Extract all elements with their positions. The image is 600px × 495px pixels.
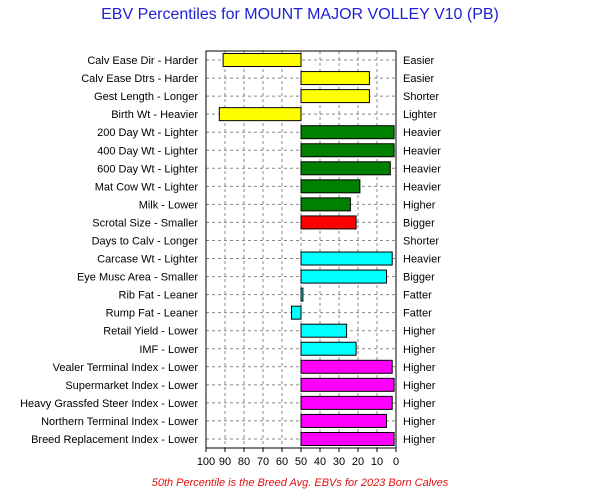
x-tick-label: 70	[257, 456, 269, 468]
category-label: Milk - Lower	[139, 199, 199, 211]
direction-label: Higher	[403, 362, 436, 374]
category-label: 600 Day Wt - Lighter	[97, 163, 198, 175]
chart-title: EBV Percentiles for MOUNT MAJOR VOLLEY V…	[101, 6, 499, 23]
bar-gest-length-longer	[300, 89, 370, 104]
bar-imf-lower	[300, 341, 357, 356]
bar-600-day-wt-lighter	[300, 161, 391, 176]
category-label: Eye Musc Area - Smaller	[77, 272, 198, 284]
direction-label: Bigger	[403, 217, 435, 229]
x-tick-label: 20	[352, 456, 364, 468]
category-label: Days to Calv - Longer	[92, 235, 199, 247]
category-label: Carcase Wt - Lighter	[97, 254, 198, 266]
bar-mat-cow-wt-lighter	[300, 179, 361, 194]
bar-layer	[218, 53, 395, 446]
direction-label: Shorter	[403, 235, 439, 247]
category-label: 400 Day Wt - Lighter	[97, 145, 198, 157]
bar-heavy-grassfed-steer-index-lower	[300, 395, 393, 410]
category-label: IMF - Lower	[139, 344, 198, 356]
direction-label: Shorter	[403, 91, 439, 103]
chart-footnote: 50th Percentile is the Breed Avg. EBVs f…	[151, 477, 449, 489]
bar-rib-fat-leaner	[300, 287, 304, 302]
x-tick-label: 60	[276, 456, 288, 468]
category-label: Rib Fat - Leaner	[119, 290, 199, 302]
category-label: Breed Replacement Index - Lower	[31, 434, 198, 446]
category-label: Heavy Grassfed Steer Index - Lower	[20, 398, 198, 410]
x-tick-label: 80	[238, 456, 250, 468]
x-tick-label: 50	[295, 456, 307, 468]
direction-label: Higher	[403, 326, 436, 338]
x-tick-label: 40	[314, 456, 326, 468]
direction-label: Higher	[403, 344, 436, 356]
category-label: Gest Length - Longer	[94, 91, 198, 103]
category-label: Mat Cow Wt - Lighter	[95, 181, 199, 193]
bar-breed-replacement-index-lower	[300, 431, 395, 446]
category-label: Retail Yield - Lower	[103, 326, 198, 338]
category-label: 200 Day Wt - Lighter	[97, 127, 198, 139]
bar-supermarket-index-lower	[300, 377, 395, 392]
bar-carcase-wt-lighter	[300, 251, 393, 266]
direction-label: Higher	[403, 434, 436, 446]
bar-calv-ease-dir-harder	[222, 53, 302, 68]
bar-rump-fat-leaner	[291, 305, 302, 320]
category-label: Northern Terminal Index - Lower	[41, 416, 198, 428]
direction-label: Heavier	[403, 145, 441, 157]
bar-vealer-terminal-index-lower	[300, 359, 393, 374]
x-tick-label: 30	[333, 456, 345, 468]
label-layer: Calv Ease Dir - Harder Easier Calv Ease Dt…	[20, 55, 441, 446]
bar-calv-ease-dtrs-harder	[300, 71, 370, 86]
bar-200-day-wt-lighter	[300, 125, 395, 140]
category-label: Calv Ease Dir - Harder	[87, 55, 198, 67]
direction-label: Higher	[403, 199, 436, 211]
category-label: Calv Ease Dtrs - Harder	[81, 73, 198, 85]
direction-label: Heavier	[403, 181, 441, 193]
direction-label: Fatter	[403, 290, 432, 302]
category-label: Birth Wt - Heavier	[111, 109, 198, 121]
x-tick-label: 90	[219, 456, 231, 468]
direction-label: Heavier	[403, 254, 441, 266]
tick-layer: 100 90 80 70 60 50 40 30 20 10 0	[197, 448, 399, 468]
bar-400-day-wt-lighter	[300, 143, 395, 158]
category-label: Rump Fat - Leaner	[106, 308, 199, 320]
bar-scrotal-size-smaller	[300, 215, 357, 230]
direction-label: Higher	[403, 380, 436, 392]
bar-milk-lower	[300, 197, 351, 212]
direction-label: Easier	[403, 73, 435, 85]
direction-label: Heavier	[403, 163, 441, 175]
bar-retail-yield-lower	[300, 323, 348, 338]
bar-birth-wt-heavier	[218, 107, 302, 122]
direction-label: Lighter	[403, 109, 437, 121]
direction-label: Bigger	[403, 272, 435, 284]
category-label: Supermarket Index - Lower	[65, 380, 198, 392]
category-label: Vealer Terminal Index - Lower	[53, 362, 199, 374]
direction-label: Higher	[403, 398, 436, 410]
category-label: Scrotal Size - Smaller	[92, 217, 198, 229]
direction-label: Higher	[403, 416, 436, 428]
direction-label: Heavier	[403, 127, 441, 139]
direction-label: Easier	[403, 55, 435, 67]
bar-northern-terminal-index-lower	[300, 413, 387, 428]
x-tick-label: 0	[393, 456, 399, 468]
bar-eye-musc-area-smaller	[300, 269, 387, 284]
x-tick-label: 100	[197, 456, 215, 468]
x-tick-label: 10	[371, 456, 383, 468]
direction-label: Fatter	[403, 308, 432, 320]
